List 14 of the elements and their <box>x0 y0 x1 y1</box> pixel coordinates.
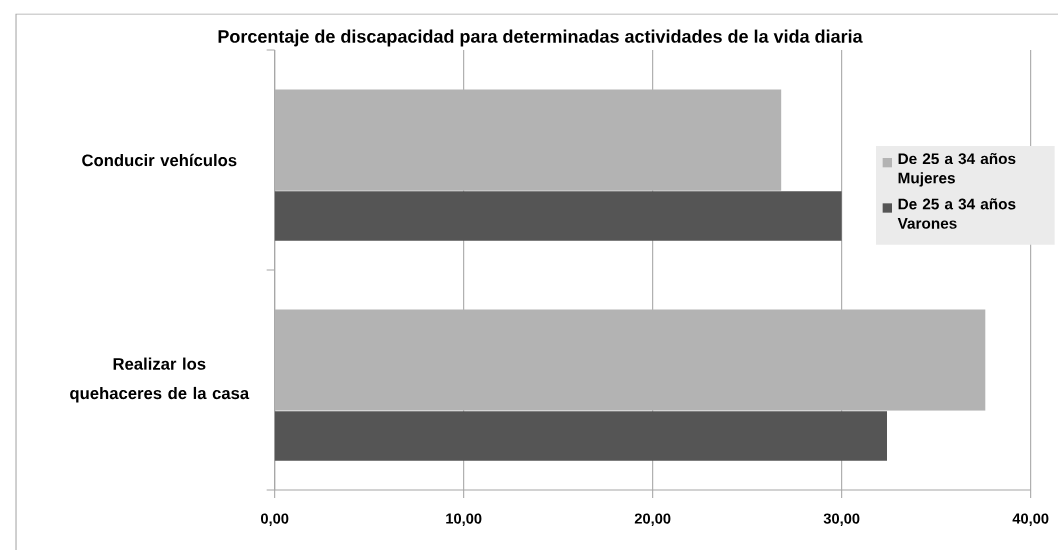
chart-title: Porcentaje de discapacidad para determinadas actividades de la vida diaria <box>218 29 863 47</box>
x-tick-label: 30,00 <box>823 513 860 526</box>
x-tick-label: 20,00 <box>634 513 671 526</box>
y-tick-label: Realizar los quehaceres de la casa <box>70 357 250 403</box>
y-tick-label: Conducir vehículos <box>82 153 237 167</box>
bar <box>274 411 888 461</box>
bar <box>274 191 842 241</box>
x-tick-label: 0,00 <box>260 513 289 526</box>
x-tick-label: 40,00 <box>1012 513 1049 526</box>
legend-label: De 25 a 34 años Mujeres <box>898 152 1016 187</box>
bar <box>274 89 782 191</box>
x-tick-label: 10,00 <box>446 513 482 526</box>
legend-label: De 25 a 34 años Varones <box>897 198 1016 229</box>
bar <box>274 309 986 411</box>
